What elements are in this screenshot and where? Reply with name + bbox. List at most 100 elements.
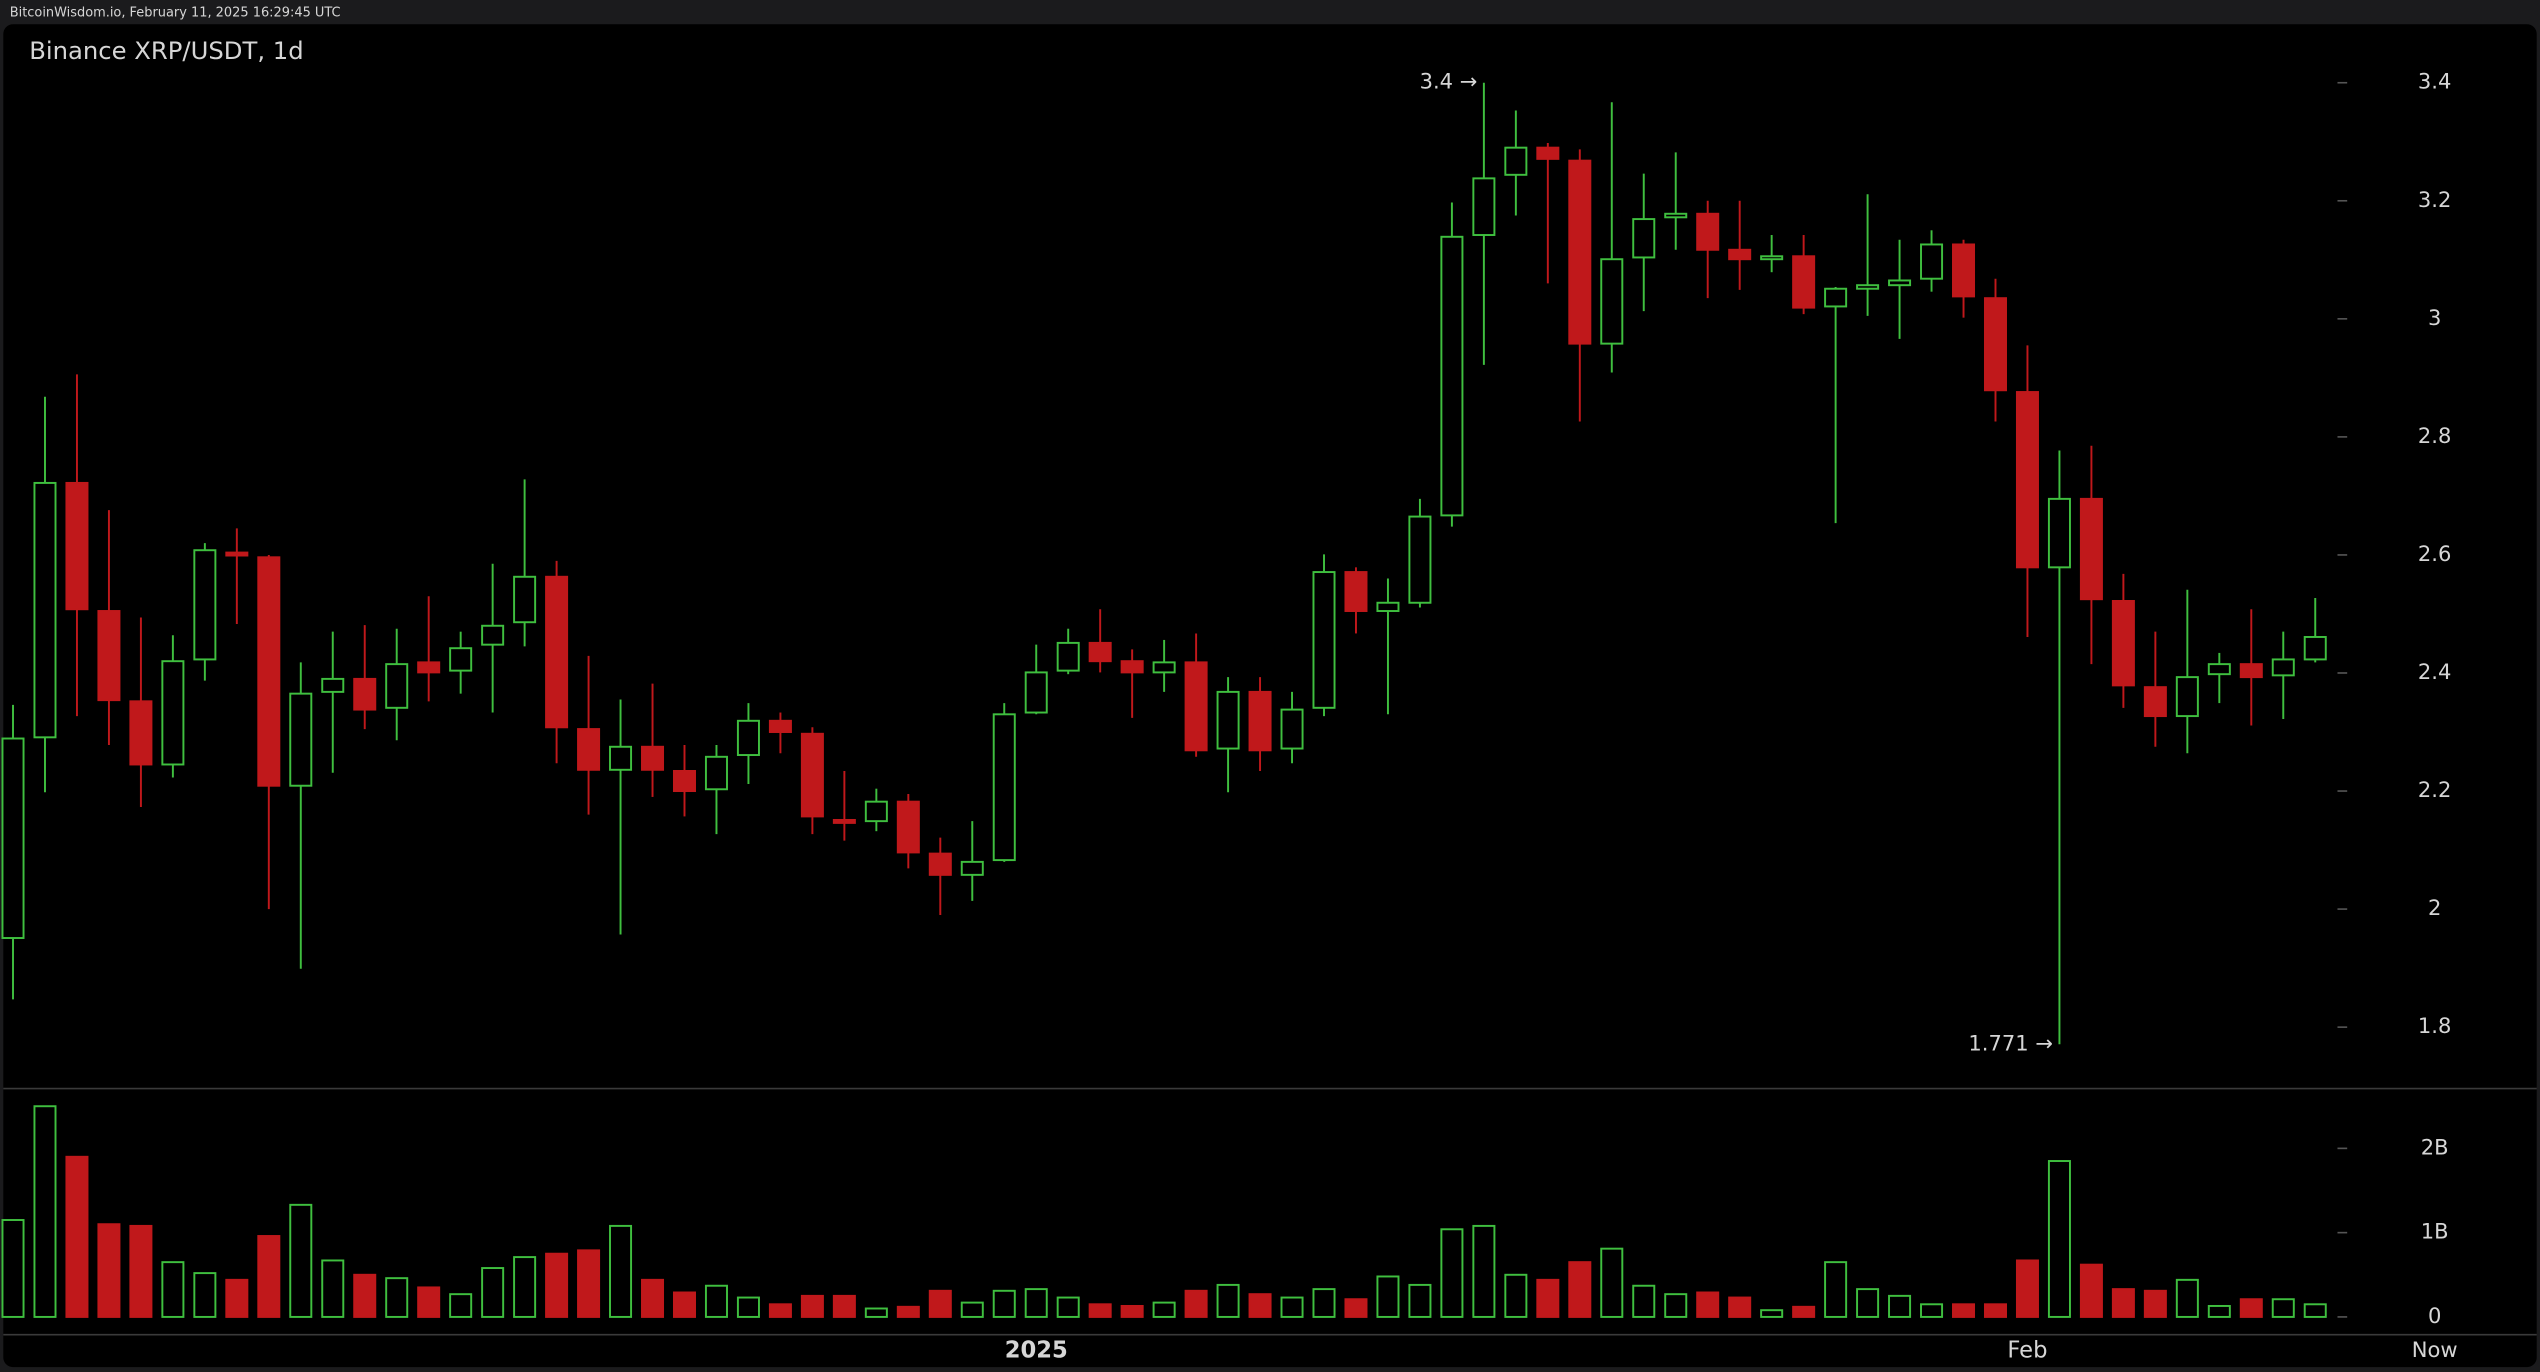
volume-bar: [1760, 1309, 1784, 1318]
volume-bar: [321, 1259, 345, 1318]
volume-bar: [2111, 1288, 2135, 1318]
min-annotation: 1.771 →: [1968, 1030, 2053, 1055]
volume-bar: [1983, 1303, 2007, 1318]
x-end-label: Now: [2412, 1337, 2458, 1362]
y-tick-label: 2.4: [2418, 659, 2451, 684]
volume-bar: [1920, 1303, 1944, 1318]
candle-body: [1344, 571, 1368, 612]
volume-bar: [992, 1289, 1016, 1318]
candle-body: [2207, 663, 2231, 676]
candle-body: [1600, 258, 1624, 345]
candle-body: [1, 737, 25, 939]
candle-body: [1472, 177, 1496, 236]
candle-body: [1696, 212, 1720, 251]
candle-body: [321, 677, 345, 693]
y-tick-label: 3: [2428, 305, 2441, 330]
volume-bar: [225, 1278, 249, 1318]
candle-body: [97, 610, 121, 702]
candle-body: [2303, 636, 2327, 661]
volume-bar: [2143, 1289, 2167, 1318]
candle-body: [161, 660, 185, 766]
volume-bar: [1184, 1289, 1208, 1318]
volume-bar: [2015, 1259, 2039, 1318]
candle-body: [1408, 515, 1432, 604]
candle-body: [577, 728, 601, 771]
candle-body: [2015, 391, 2039, 569]
volume-bar: [1536, 1278, 1560, 1318]
volume-bar: [1568, 1261, 1592, 1318]
volume-bar: [577, 1249, 601, 1318]
volume-bar: [1632, 1284, 1656, 1318]
volume-bar: [545, 1252, 569, 1318]
candle-body: [257, 556, 281, 787]
candle-body: [1184, 661, 1208, 752]
volume-bar: [1152, 1301, 1176, 1318]
volume-bar: [1696, 1291, 1720, 1318]
candle-body: [864, 800, 888, 823]
volume-bar: [1, 1219, 25, 1318]
candle-body: [960, 860, 984, 876]
candle-body: [65, 481, 89, 611]
volume-bar: [1024, 1288, 1048, 1318]
volume-bar: [1344, 1298, 1368, 1318]
candle-body: [1216, 690, 1240, 750]
candle-body: [609, 745, 633, 771]
volume-tick-label: 0: [2428, 1303, 2441, 1328]
candle-body: [1312, 571, 1336, 709]
y-tick-label: 2: [2428, 895, 2441, 920]
volume-bar: [800, 1294, 824, 1318]
volume-bar: [928, 1289, 952, 1318]
candle-body: [193, 549, 217, 661]
candle-body: [768, 719, 792, 733]
volume-bar: [864, 1307, 888, 1318]
volume-bar: [33, 1105, 57, 1318]
candle-body: [2111, 600, 2135, 687]
y-tick-label: 2.6: [2418, 541, 2451, 566]
candle-body: [449, 647, 473, 672]
volume-bar: [832, 1294, 856, 1318]
candle-body: [385, 663, 409, 709]
candle-body: [545, 575, 569, 729]
volume-bar: [1312, 1288, 1336, 1318]
volume-bar: [1952, 1303, 1976, 1318]
volume-bar: [1856, 1288, 1880, 1318]
volume-bar: [1824, 1261, 1848, 1318]
volume-bar: [2079, 1263, 2103, 1318]
volume-bar: [257, 1235, 281, 1318]
candle-body: [1024, 671, 1048, 714]
candle-body: [928, 852, 952, 876]
y-tick-label: 3.4: [2418, 69, 2451, 94]
candle-body: [33, 481, 57, 739]
candle-body: [896, 800, 920, 854]
volume-bar: [960, 1301, 984, 1318]
volume-bar: [1120, 1304, 1144, 1318]
volume-tick-label: 1B: [2421, 1219, 2449, 1244]
volume-bar: [2303, 1303, 2327, 1318]
candle-body: [1152, 661, 1176, 674]
candle-body: [481, 624, 505, 646]
volume-bar: [1664, 1293, 1688, 1318]
candle-body: [704, 755, 728, 791]
volume-bar: [609, 1224, 633, 1318]
candle-body: [1280, 708, 1304, 750]
candle-body: [1952, 243, 1976, 298]
volume-bar: [768, 1303, 792, 1318]
candle-body: [2079, 497, 2103, 601]
candle-body: [992, 713, 1016, 862]
volume-bar: [1280, 1296, 1304, 1318]
volume-bar: [481, 1267, 505, 1318]
candle-body: [1120, 660, 1144, 674]
volume-bar: [1216, 1283, 1240, 1318]
y-tick-label: 3.2: [2418, 187, 2451, 212]
candle-body: [225, 551, 249, 557]
volume-bar: [2175, 1278, 2199, 1318]
volume-bar: [641, 1278, 665, 1318]
volume-bar: [513, 1256, 537, 1318]
volume-bar: [1600, 1247, 1624, 1318]
candle-body: [1440, 235, 1464, 517]
candle-body: [129, 700, 153, 766]
volume-bar: [2047, 1160, 2071, 1318]
candle-body: [1824, 287, 1848, 308]
volume-bar: [417, 1286, 441, 1318]
